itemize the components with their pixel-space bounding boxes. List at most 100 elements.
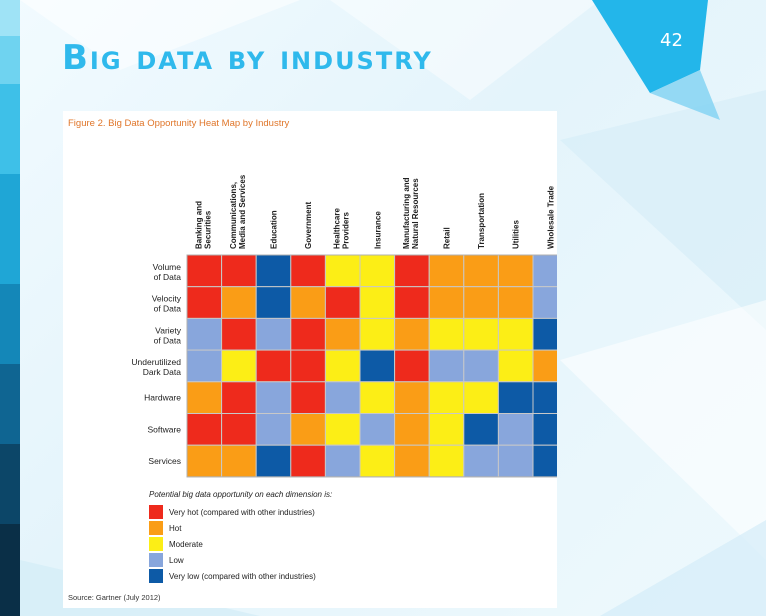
heatmap-cell xyxy=(359,349,396,383)
row-label: Underutilized Dark Data xyxy=(131,357,181,377)
heatmap-cell xyxy=(290,349,326,383)
heatmap-cell xyxy=(497,349,534,383)
heatmap-cell xyxy=(221,381,257,414)
column-label: Banking andSecurities xyxy=(194,201,212,249)
column-label-line: Wholesale Trade xyxy=(546,185,555,249)
heatmap-cell xyxy=(186,381,223,414)
heatmap-cell xyxy=(290,413,326,446)
heatmap-cell xyxy=(394,254,430,288)
heatmap-cell xyxy=(290,286,326,319)
heatmap-cell xyxy=(463,413,499,446)
row-label-line: Dark Data xyxy=(143,367,182,377)
page-number-tab xyxy=(592,0,708,93)
heatmap-cell xyxy=(463,444,499,478)
heatmap-cell xyxy=(186,444,223,478)
column-label-line: Natural Resources xyxy=(411,178,420,249)
heatmap-cell xyxy=(497,254,534,288)
row-label: Velocity of Data xyxy=(152,294,182,314)
heatmap-cell xyxy=(221,444,257,478)
heatmap-cell xyxy=(221,286,257,319)
legend-swatch xyxy=(149,537,163,551)
row-label-line: Volume xyxy=(153,262,182,272)
heatmap-cell xyxy=(428,444,465,478)
heatmap-cell xyxy=(463,286,499,319)
column-label: Wholesale Trade xyxy=(546,185,555,249)
heatmap-cell xyxy=(255,349,292,383)
heatmap-cell xyxy=(324,413,361,446)
column-label-line: Communications, xyxy=(229,182,238,249)
heatmap-cell xyxy=(463,317,499,351)
heatmap-cell xyxy=(255,317,292,351)
heatmap-cell xyxy=(255,444,292,478)
bg-shard-2 xyxy=(330,0,600,100)
heatmap-cell xyxy=(290,444,326,478)
heatmap-cell xyxy=(290,317,326,351)
heatmap-cell xyxy=(324,381,361,414)
column-label: Government xyxy=(304,202,313,249)
heatmap-cell xyxy=(532,254,557,288)
heatmap-cell xyxy=(532,444,557,478)
legend-swatch xyxy=(149,505,163,519)
legend-swatch xyxy=(149,521,163,535)
heatmap-cell xyxy=(497,317,534,351)
heatmap-cell xyxy=(221,317,257,351)
heatmap-cell xyxy=(428,349,465,383)
column-label: Retail xyxy=(443,227,452,249)
heatmap-figure: Figure 2. Big Data Opportunity Heat Map … xyxy=(63,111,557,608)
heatmap-cell xyxy=(394,286,430,319)
heatmap-cell xyxy=(497,413,534,446)
heatmap-cell xyxy=(428,381,465,414)
heatmap-cell xyxy=(186,286,223,319)
heatmap-cell xyxy=(186,413,223,446)
heatmap-cell xyxy=(255,381,292,414)
column-label-line: Securities xyxy=(203,210,212,249)
heatmap-cell xyxy=(186,349,223,383)
heatmap-cell xyxy=(532,413,557,446)
heatmap-cell xyxy=(324,444,361,478)
legend-swatch xyxy=(149,569,163,583)
heatmap-cell xyxy=(532,317,557,351)
heatmap-cell xyxy=(428,286,465,319)
bg-shard-1 xyxy=(20,0,300,70)
chart-source: Source: Gartner (July 2012) xyxy=(68,593,161,602)
page-number: 42 xyxy=(660,30,683,51)
legend-label: Low xyxy=(169,556,184,565)
row-label-line: Underutilized xyxy=(131,357,181,367)
column-label: Manufacturing andNatural Resources xyxy=(402,177,420,249)
left-color-strip xyxy=(0,0,20,616)
heatmap-cell xyxy=(497,381,534,414)
heatmap-cell xyxy=(221,413,257,446)
heatmap-cell xyxy=(359,254,396,288)
bg-shard-3 xyxy=(560,90,766,330)
column-label-line: Government xyxy=(304,202,313,249)
heatmap-cell xyxy=(324,349,361,383)
legend-label: Moderate xyxy=(169,540,203,549)
column-label-line: Healthcare xyxy=(333,208,342,249)
heatmap-cell xyxy=(255,286,292,319)
heatmap-cell xyxy=(359,444,396,478)
column-label-line: Providers xyxy=(342,212,351,249)
column-label-line: Retail xyxy=(443,227,452,249)
heatmap-cell xyxy=(290,254,326,288)
heatmap-cell xyxy=(359,286,396,319)
legend-swatch xyxy=(149,553,163,567)
heatmap-cell xyxy=(324,317,361,351)
heatmap-cell xyxy=(463,381,499,414)
page-number-tab-shade xyxy=(650,70,720,120)
heatmap-cell xyxy=(394,349,430,383)
column-label: Communications,Media and Services xyxy=(229,174,247,249)
heatmap-cell xyxy=(359,317,396,351)
heatmap-cell xyxy=(186,254,223,288)
legend-label: Very low (compared with other industries… xyxy=(169,572,316,581)
column-label-line: Media and Services xyxy=(238,174,247,249)
heatmap-cell xyxy=(255,254,292,288)
column-label-line: Banking and xyxy=(194,201,203,249)
heatmap-cell xyxy=(324,254,361,288)
heatmap-cell xyxy=(324,286,361,319)
column-label-line: Transportation xyxy=(477,193,486,249)
heatmap-cell xyxy=(463,254,499,288)
bg-shard-4 xyxy=(560,300,766,560)
legend-label: Very hot (compared with other industries… xyxy=(169,508,315,517)
row-label-line: of Data xyxy=(154,304,182,314)
